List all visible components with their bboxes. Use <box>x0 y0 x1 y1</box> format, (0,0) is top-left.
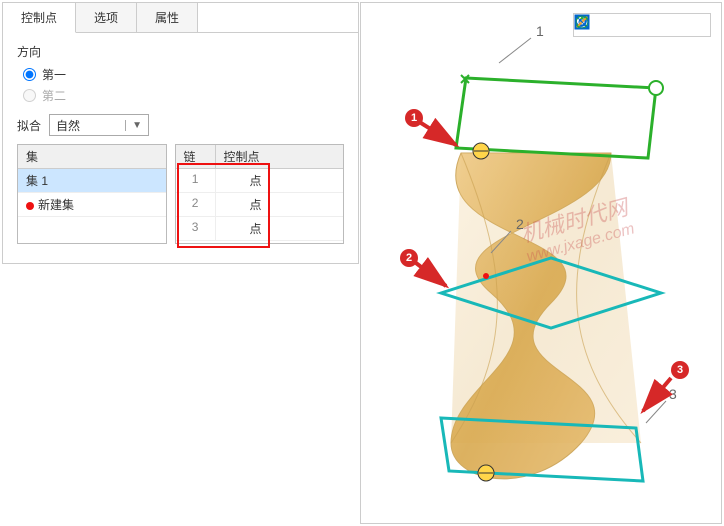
chain-row-2-v: 点 <box>216 193 296 216</box>
chain-row-3-n: 3 <box>176 217 216 240</box>
refit-icon[interactable] <box>644 16 662 34</box>
fit-dropdown[interactable]: 自然 ▼ <box>49 114 149 136</box>
section-3-label: 3 <box>669 386 677 402</box>
tab-control-points[interactable]: 控制点 <box>3 3 76 33</box>
radio-first-input[interactable] <box>23 68 36 81</box>
tab-options[interactable]: 选项 <box>76 3 137 32</box>
radio-first[interactable]: 第一 <box>17 66 344 83</box>
radio-second[interactable]: 第二 <box>17 87 344 104</box>
fit-label: 拟合 <box>17 117 41 134</box>
set-row-new-label: 新建集 <box>18 193 82 216</box>
chain-grid[interactable]: 链 控制点 1 点 2 点 3 点 <box>175 144 344 244</box>
set-row-1[interactable]: 集 1 <box>18 169 166 193</box>
section-1-label: 1 <box>536 23 544 39</box>
chain-row-2-n: 2 <box>176 193 216 216</box>
chain-row-1-v: 点 <box>216 169 296 192</box>
zoom-in-icon[interactable] <box>600 16 618 34</box>
section-2-label: 2 <box>516 216 524 232</box>
tab-bar: 控制点 选项 属性 <box>3 3 358 33</box>
callout-1: 1 <box>405 109 423 127</box>
chain-row-3-v: 点 <box>216 217 296 240</box>
set-row-1-label: 集 1 <box>18 169 56 192</box>
view-toolbar <box>573 13 711 37</box>
3d-viewport[interactable]: 1 2 3 1 2 3 机械时代网 www.jxage.com <box>360 2 722 524</box>
sets-grid[interactable]: 集 集 1 新建集 <box>17 144 167 244</box>
red-dot-icon <box>26 202 34 210</box>
callout-2: 2 <box>400 249 418 267</box>
callout-3: 3 <box>671 361 689 379</box>
repaint-icon[interactable] <box>666 16 684 34</box>
chevron-down-icon: ▼ <box>125 120 142 131</box>
tab-attributes[interactable]: 属性 <box>137 3 198 32</box>
display-mode-icon[interactable] <box>688 16 706 34</box>
fit-value: 自然 <box>56 117 80 134</box>
zoom-out-icon[interactable] <box>622 16 640 34</box>
chain-row-2[interactable]: 2 点 <box>176 193 343 217</box>
radio-second-input[interactable] <box>23 89 36 102</box>
chain-row-3[interactable]: 3 点 <box>176 217 343 241</box>
direction-label: 方向 <box>17 43 344 60</box>
chain-header-cp: 控制点 <box>216 145 268 168</box>
sets-header: 集 <box>18 145 46 168</box>
properties-panel: 控制点 选项 属性 方向 第一 第二 拟合 自然 ▼ 集 集 1 <box>2 2 359 264</box>
radio-second-label: 第二 <box>42 87 66 104</box>
chain-row-1[interactable]: 1 点 <box>176 169 343 193</box>
chain-row-1-n: 1 <box>176 169 216 192</box>
set-row-new[interactable]: 新建集 <box>18 193 166 217</box>
radio-first-label: 第一 <box>42 66 66 83</box>
chain-header-num: 链 <box>176 145 216 168</box>
